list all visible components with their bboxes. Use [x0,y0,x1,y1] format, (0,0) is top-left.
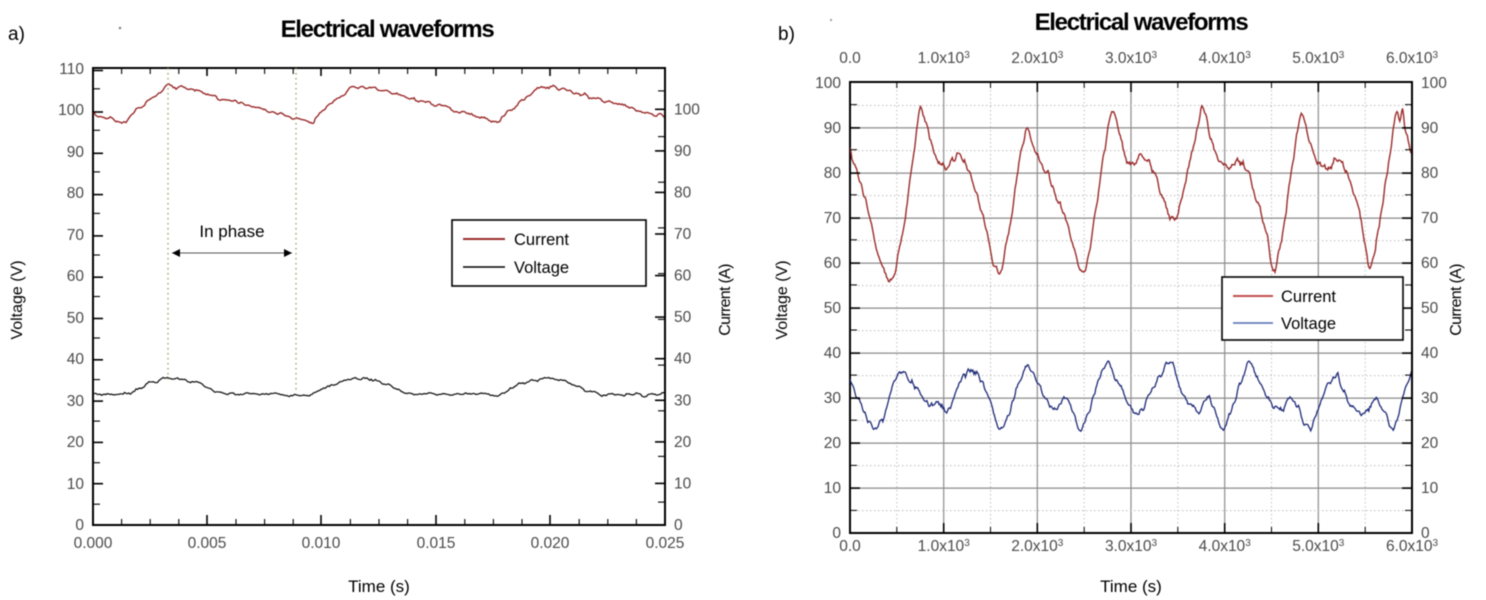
svg-text:0.0: 0.0 [839,50,861,67]
svg-text:6.0x103: 6.0x103 [1386,50,1439,68]
svg-text:6.0x103: 6.0x103 [1386,538,1439,556]
svg-text:40: 40 [824,345,842,362]
svg-text:80: 80 [1421,165,1439,182]
svg-text:80: 80 [824,165,842,182]
svg-text:0.015: 0.015 [417,535,456,552]
svg-text:60: 60 [1421,255,1439,272]
svg-text:5.0x103: 5.0x103 [1292,50,1345,68]
svg-text:50: 50 [674,309,692,326]
svg-text:50: 50 [824,300,842,317]
svg-text:100: 100 [674,101,700,118]
svg-text:Voltage (V): Voltage (V) [9,260,26,339]
svg-text:60: 60 [67,268,85,285]
svg-text:1.0x103: 1.0x103 [918,538,971,556]
svg-text:In phase: In phase [199,222,264,241]
svg-text:30: 30 [1421,390,1439,407]
svg-text:70: 70 [1421,210,1439,227]
svg-text:Electrical waveforms: Electrical waveforms [1035,9,1249,36]
svg-text:0: 0 [674,517,683,534]
svg-text:50: 50 [1421,300,1439,317]
svg-text:70: 70 [67,227,85,244]
svg-text:0.000: 0.000 [74,535,113,552]
svg-text:Voltage: Voltage [1281,315,1336,333]
svg-text:20: 20 [674,434,692,451]
svg-text:3.0x103: 3.0x103 [1105,538,1158,556]
svg-text:10: 10 [67,476,85,493]
svg-text:60: 60 [824,255,842,272]
svg-text:Current: Current [1281,288,1336,306]
svg-text:10: 10 [1421,480,1439,497]
svg-text:20: 20 [67,434,85,451]
svg-text:90: 90 [1421,120,1439,137]
svg-text:2.0x103: 2.0x103 [1011,50,1064,68]
svg-text:50: 50 [67,310,85,327]
svg-text:30: 30 [67,393,85,410]
svg-text:3.0x103: 3.0x103 [1105,50,1158,68]
svg-text:60: 60 [674,268,692,285]
svg-text:100: 100 [58,102,84,119]
svg-text:40: 40 [674,351,692,368]
svg-text:100: 100 [1421,75,1447,92]
svg-text:4.0x103: 4.0x103 [1199,50,1252,68]
svg-text:0.020: 0.020 [531,535,570,552]
svg-text:0.010: 0.010 [302,535,341,552]
svg-text:110: 110 [59,61,84,78]
svg-text:2.0x103: 2.0x103 [1011,538,1064,556]
svg-text:90: 90 [674,143,692,160]
svg-text:Voltage: Voltage [514,259,569,277]
svg-text:0.005: 0.005 [188,535,227,552]
svg-text:4.0x103: 4.0x103 [1199,538,1252,556]
svg-text:5.0x103: 5.0x103 [1292,538,1345,556]
svg-text:Time (s): Time (s) [348,577,410,596]
svg-text:Electrical waveforms: Electrical waveforms [281,16,495,43]
svg-text:Current: Current [514,231,569,249]
svg-text:a): a) [8,24,25,45]
svg-text:0: 0 [75,517,84,534]
svg-text:90: 90 [67,144,85,161]
svg-text:80: 80 [67,185,85,202]
svg-text:40: 40 [67,351,85,368]
svg-text:1.0x103: 1.0x103 [918,50,971,68]
svg-text:30: 30 [674,392,692,409]
svg-text:0.0: 0.0 [839,538,861,555]
svg-text:10: 10 [824,480,842,497]
svg-text:b): b) [778,24,795,45]
svg-text:10: 10 [674,475,692,492]
svg-text:100: 100 [815,75,841,92]
svg-text:90: 90 [824,120,842,137]
svg-text:70: 70 [674,226,692,243]
svg-text:40: 40 [1421,345,1439,362]
svg-text:20: 20 [824,435,842,452]
svg-text:Current (A): Current (A) [717,264,734,336]
svg-text:70: 70 [824,210,842,227]
svg-text:Voltage (V): Voltage (V) [774,260,791,339]
svg-text:Time (s): Time (s) [1100,577,1162,596]
svg-text:80: 80 [674,184,692,201]
svg-text:0.025: 0.025 [646,535,685,552]
svg-text:30: 30 [824,390,842,407]
svg-text:Current (A): Current (A) [1448,264,1465,336]
svg-text:20: 20 [1421,435,1439,452]
